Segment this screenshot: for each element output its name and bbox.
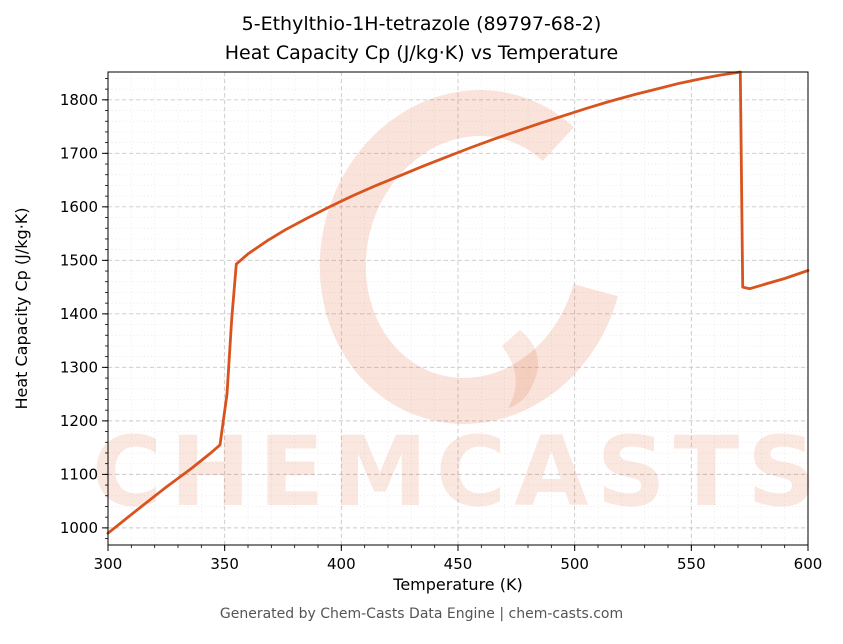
y-tick-label: 1000 [60, 519, 98, 537]
x-tick-label: 600 [794, 555, 823, 573]
watermark-logo-ring [319, 90, 625, 424]
y-tick-label: 1400 [60, 305, 98, 323]
x-axis-label: Temperature (K) [392, 575, 522, 594]
x-tick-label: 550 [677, 555, 706, 573]
footer-text: Generated by Chem-Casts Data Engine | ch… [219, 606, 624, 622]
y-tick-label: 1500 [60, 251, 98, 269]
y-tick-label: 1600 [60, 198, 98, 216]
chart-title-line2: Heat Capacity Cp (J/kg·K) vs Temperature [224, 41, 619, 64]
x-tick-label: 350 [210, 555, 239, 573]
data-series-line [106, 70, 810, 535]
chart-title-line1: 5-Ethylthio-1H-tetrazole (89797-68-2) [241, 13, 602, 35]
x-tick-label: 500 [560, 555, 589, 573]
y-axis-label: Heat Capacity Cp (J/kg·K) [12, 207, 31, 409]
x-tick-label: 300 [94, 555, 123, 573]
y-tick-label: 1200 [60, 412, 98, 430]
y-tick-label: 1700 [60, 144, 98, 162]
watermark-logo-tail [502, 330, 538, 408]
y-tick-label: 1100 [60, 465, 98, 483]
watermark-text: CHEMCASTS [92, 416, 824, 528]
chart-title: 5-Ethylthio-1H-tetrazole (89797-68-2) He… [0, 10, 843, 67]
x-tick-label: 400 [327, 555, 356, 573]
y-tick-label: 1300 [60, 358, 98, 376]
y-tick-label: 1800 [60, 91, 98, 109]
x-tick-label: 450 [444, 555, 473, 573]
